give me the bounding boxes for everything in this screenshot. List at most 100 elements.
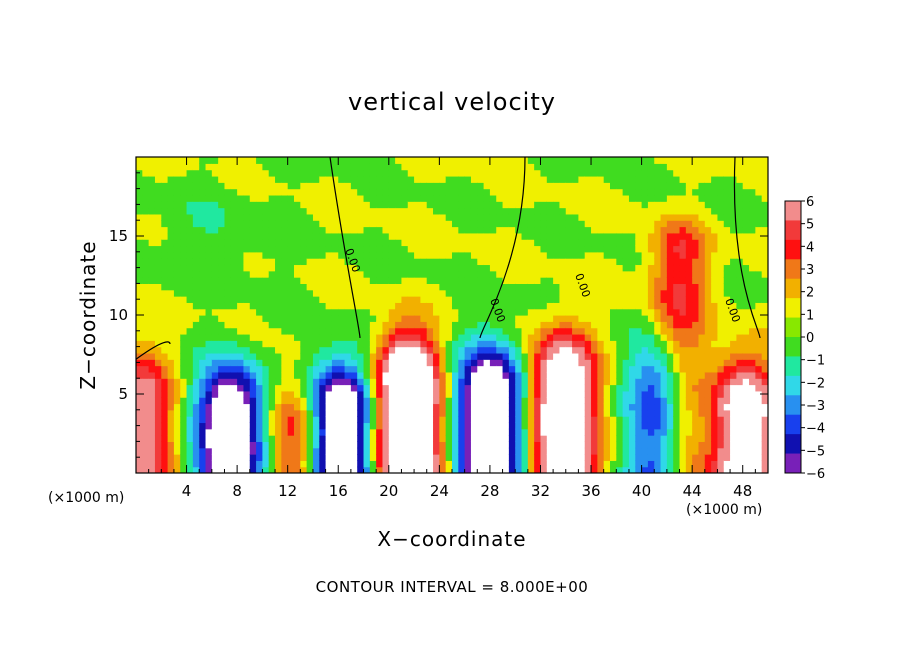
field-cell (553, 302, 561, 310)
field-cell (306, 454, 314, 461)
field-cell (749, 194, 756, 202)
field-cell (445, 441, 453, 449)
field-cell (344, 163, 352, 171)
field-cell (502, 321, 510, 329)
field-cell (704, 365, 712, 373)
field-cell (268, 422, 276, 430)
field-cell (458, 157, 466, 164)
field-cell (546, 454, 554, 461)
field-cell (407, 416, 415, 424)
field-cell (154, 296, 162, 303)
field-cell (572, 289, 579, 297)
field-cell (331, 194, 339, 202)
field-cell (527, 157, 535, 164)
field-cell (603, 175, 611, 183)
field-cell (489, 447, 497, 455)
field-cell (382, 378, 390, 386)
field-cell (698, 466, 706, 473)
field-cell (388, 352, 396, 360)
field-cell (344, 277, 352, 284)
field-cell (230, 188, 238, 196)
field-cell (717, 251, 725, 259)
field-cell (199, 277, 207, 284)
field-cell (692, 188, 700, 196)
field-cell (136, 378, 143, 386)
field-cell (249, 422, 257, 430)
field-cell (445, 315, 453, 322)
field-cell (755, 315, 763, 322)
field-cell (666, 308, 674, 316)
field-cell (502, 296, 510, 303)
field-cell (553, 327, 561, 335)
field-cell (439, 201, 447, 209)
field-cell (136, 283, 143, 291)
field-cell (635, 346, 643, 354)
field-cell (546, 226, 554, 234)
field-cell (603, 258, 611, 266)
field-cell (755, 333, 763, 341)
field-cell (628, 302, 636, 310)
field-cell (136, 226, 143, 234)
field-cell (584, 226, 592, 234)
field-cell (685, 447, 693, 455)
field-cell (376, 175, 384, 183)
field-cell (603, 308, 611, 316)
field-cell (603, 239, 611, 247)
field-cell (300, 352, 308, 360)
field-cell (666, 226, 674, 234)
field-cell (249, 352, 257, 360)
field-cell (420, 277, 428, 284)
field-cell (275, 239, 282, 247)
field-cell (142, 201, 150, 209)
field-cell (698, 157, 706, 164)
field-cell (553, 371, 561, 379)
field-cell (711, 403, 719, 411)
field-cell (325, 239, 333, 247)
field-cell (205, 416, 213, 424)
field-cell (357, 409, 365, 417)
field-cell (173, 283, 181, 291)
field-cell (237, 466, 245, 473)
field-cell (338, 378, 346, 386)
field-cell (711, 201, 719, 209)
field-cell (306, 447, 314, 455)
field-cell (294, 201, 301, 209)
field-cell (553, 390, 561, 398)
field-cell (679, 315, 687, 322)
field-cell (635, 428, 643, 436)
field-cell (243, 435, 251, 442)
field-cell (755, 232, 763, 240)
field-cell (445, 194, 453, 202)
field-cell (666, 194, 674, 202)
field-cell (723, 264, 731, 272)
field-cell (224, 403, 232, 411)
field-cell (749, 251, 756, 259)
field-cell (749, 397, 756, 405)
field-cell (635, 371, 643, 379)
field-cell (679, 245, 687, 253)
field-cell (527, 264, 535, 272)
field-cell (186, 232, 194, 240)
field-cell (237, 163, 245, 171)
field-cell (281, 416, 289, 424)
field-cell (357, 333, 365, 341)
field-cell (192, 283, 200, 291)
field-cell (363, 340, 371, 348)
field-cell (268, 340, 276, 348)
field-cell (173, 270, 181, 278)
field-cell (572, 333, 579, 341)
field-cell (647, 315, 655, 322)
field-cell (458, 403, 466, 411)
field-cell (559, 220, 567, 228)
field-cell (521, 447, 529, 455)
field-cell (553, 315, 561, 322)
field-cell (230, 157, 238, 164)
field-cell (584, 346, 592, 354)
field-cell (243, 213, 251, 221)
field-cell (572, 283, 579, 291)
field-cell (344, 232, 352, 240)
field-cell (319, 371, 327, 379)
field-cell (154, 169, 162, 177)
field-cell (395, 194, 403, 202)
field-cell (395, 302, 403, 310)
